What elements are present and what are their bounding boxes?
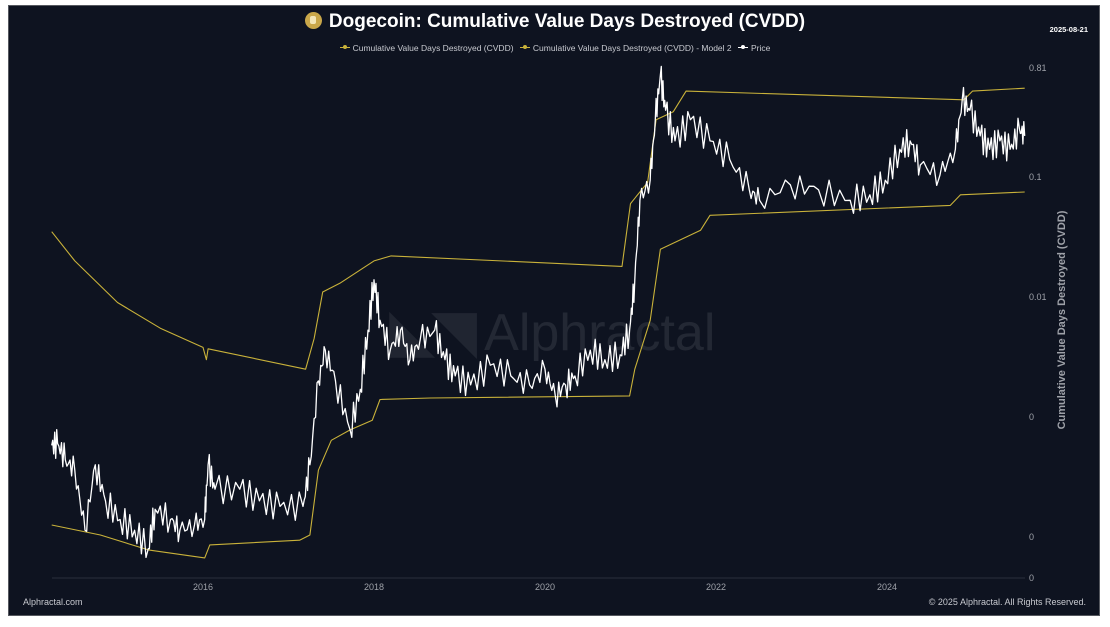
legend-label: Price: [751, 43, 771, 53]
legend-label: Cumulative Value Days Destroyed (CVDD) -…: [532, 43, 732, 53]
chart-title: Dogecoin: Cumulative Value Days Destroye…: [0, 11, 1110, 33]
y-tick-label: 0.1: [1029, 172, 1042, 182]
legend: Cumulative Value Days Destroyed (CVDD) C…: [0, 43, 1110, 53]
x-tick-label: 2018: [364, 582, 384, 592]
legend-marker: [339, 45, 350, 49]
legend-marker: [738, 45, 749, 49]
x-tick-label: 2020: [535, 582, 555, 592]
title-text: Dogecoin: Cumulative Value Days Destroye…: [328, 11, 806, 32]
x-tick-label: 2016: [193, 582, 213, 592]
footer-site[interactable]: Alphractal.com: [23, 597, 83, 607]
x-tick-label: 2024: [877, 582, 897, 592]
legend-item-cvdd[interactable]: Cumulative Value Days Destroyed (CVDD): [339, 43, 514, 53]
series-line-cvdd: [51, 87, 1025, 370]
y-tick-label: 0: [1029, 532, 1034, 542]
y-axis-label: Cumulative Value Days Destroyed (CVDD): [1056, 210, 1068, 430]
dogecoin-icon: [304, 12, 322, 29]
y-tick-label: 0: [1029, 573, 1034, 583]
legend-item-cvdd-model2[interactable]: Cumulative Value Days Destroyed (CVDD) -…: [519, 43, 732, 53]
x-tick-label: 2022: [706, 582, 726, 592]
series-line-price: [51, 65, 1026, 559]
watermark-logo: ◣◥: [390, 299, 477, 362]
legend-marker: [519, 45, 530, 49]
series-line-cvdd-model2: [51, 191, 1025, 559]
date-label: 2025-08-21: [1049, 25, 1088, 34]
footer-copyright: © 2025 Alphractal. All Rights Reserved.: [928, 597, 1086, 607]
legend-item-price[interactable]: Price: [738, 43, 770, 53]
y-tick-label: 0.01: [1029, 292, 1047, 302]
y-tick-label: 0: [1029, 412, 1034, 422]
legend-label: Cumulative Value Days Destroyed (CVDD): [352, 43, 514, 53]
y-tick-label: 0.81: [1029, 63, 1047, 73]
chart-panel: [8, 5, 1100, 616]
